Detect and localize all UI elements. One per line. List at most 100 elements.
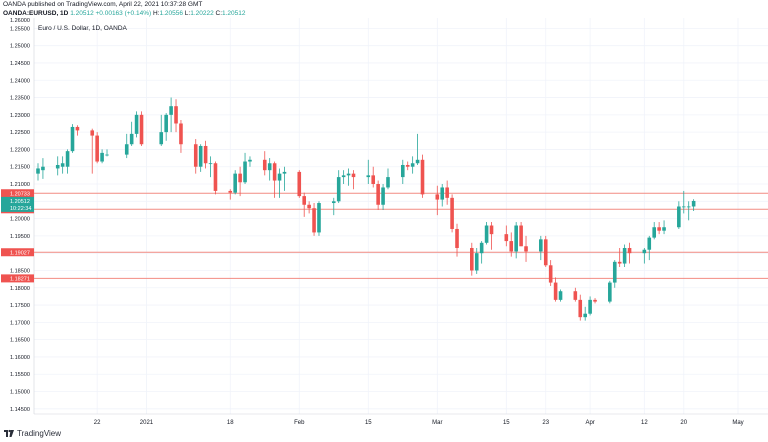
- candle-body: [124, 144, 129, 155]
- candle-body: [164, 114, 168, 133]
- y-tick-label: 1.23000: [10, 113, 30, 119]
- candle: [677, 201, 681, 229]
- candle: [470, 242, 474, 276]
- x-tick-label: 22: [94, 420, 101, 426]
- candle-body: [70, 126, 75, 152]
- candle: [662, 220, 666, 235]
- candle: [75, 125, 80, 136]
- candle: [691, 199, 696, 211]
- candle: [55, 156, 60, 176]
- candle-body: [193, 144, 198, 167]
- x-tick-label: 23: [542, 420, 549, 426]
- candle: [435, 185, 440, 216]
- candle: [588, 296, 592, 316]
- candle-body: [174, 106, 178, 124]
- candle-body: [450, 197, 454, 229]
- candle: [489, 222, 494, 250]
- candle-body: [346, 173, 351, 176]
- level-price-tag: [1, 274, 34, 283]
- y-tick-label: 1.25000: [10, 44, 30, 50]
- candle-body: [341, 175, 346, 178]
- candle-body: [405, 164, 410, 167]
- high-label: H:: [152, 10, 160, 17]
- candle: [60, 156, 65, 174]
- candle-body: [642, 249, 647, 254]
- candle: [233, 170, 237, 195]
- candle: [351, 170, 356, 190]
- candle-body: [593, 299, 597, 302]
- candle: [445, 180, 449, 205]
- tradingview-footer[interactable]: TradingView: [4, 429, 61, 438]
- candle-body: [129, 133, 134, 145]
- candle-body: [479, 242, 484, 254]
- candle-body: [573, 291, 578, 300]
- candle-body: [243, 161, 247, 183]
- level-price-label: 1.20733: [10, 191, 30, 197]
- candle-body: [681, 206, 686, 208]
- y-tick-label: 1.17500: [10, 303, 30, 309]
- candle: [583, 306, 587, 321]
- candle: [627, 242, 632, 264]
- candle-body: [272, 163, 277, 181]
- candle: [282, 166, 287, 191]
- y-tick-label: 1.26000: [10, 18, 30, 24]
- candle: [169, 97, 173, 133]
- candle: [539, 235, 543, 261]
- candle: [174, 99, 178, 133]
- candle-body: [238, 173, 242, 183]
- candle-body: [519, 225, 523, 247]
- candle: [262, 151, 267, 176]
- y-tick-label: 1.18500: [10, 268, 30, 274]
- candle-body: [627, 247, 632, 254]
- candle: [479, 241, 484, 264]
- candle-body: [267, 163, 272, 171]
- candle-body: [65, 151, 70, 167]
- candle-body: [677, 206, 681, 228]
- high-value: 1.20556: [159, 10, 183, 17]
- candle-body: [543, 239, 548, 266]
- candle-body: [489, 225, 494, 235]
- symbol-label: OANDA:EURUSD, 1D: [3, 10, 69, 17]
- x-tick-label: 15: [365, 420, 372, 426]
- candle-body: [100, 152, 104, 162]
- candle: [524, 235, 528, 262]
- y-tick-label: 1.18000: [10, 286, 30, 292]
- y-tick-label: 1.14500: [10, 407, 30, 413]
- level-price-label: 1.19027: [10, 250, 30, 256]
- candle-body: [691, 200, 696, 207]
- y-tick-label: 1.24500: [10, 61, 30, 67]
- x-tick-label: 2021: [140, 420, 154, 426]
- candle: [519, 222, 523, 247]
- candle-body: [198, 145, 203, 167]
- candle-body: [652, 227, 656, 238]
- candle: [272, 161, 277, 198]
- candle-body: [376, 184, 380, 205]
- open-value: 1.20512: [70, 10, 94, 17]
- candle-body: [139, 114, 144, 145]
- candle: [514, 222, 518, 259]
- candle: [317, 201, 321, 236]
- candle-body: [208, 163, 213, 165]
- candle: [366, 159, 371, 185]
- candle: [405, 161, 410, 171]
- candle-body: [233, 173, 237, 193]
- candle: [100, 149, 104, 164]
- candle: [681, 190, 686, 214]
- candle-body: [509, 241, 514, 252]
- candle: [129, 121, 134, 146]
- chart-title: Euro / U.S. Dollar, 1D, OANDA: [38, 25, 128, 32]
- candle: [450, 194, 454, 233]
- candle-body: [75, 126, 80, 131]
- candle: [686, 201, 691, 221]
- x-tick-label: 12: [641, 420, 648, 426]
- candle-body: [622, 247, 627, 264]
- candle-body: [302, 196, 306, 205]
- candle-body: [484, 225, 489, 243]
- candle: [420, 154, 425, 198]
- candle-body: [415, 159, 420, 164]
- candle: [228, 189, 233, 200]
- time-axis: 22 2021 18 Feb 15 Mar 15 23 Apr 12 20 May: [94, 420, 744, 426]
- candle: [440, 184, 445, 207]
- ohlc-header: OANDA:EURUSD, 1D 1.20512 +0.00163 (+0.14…: [3, 10, 246, 17]
